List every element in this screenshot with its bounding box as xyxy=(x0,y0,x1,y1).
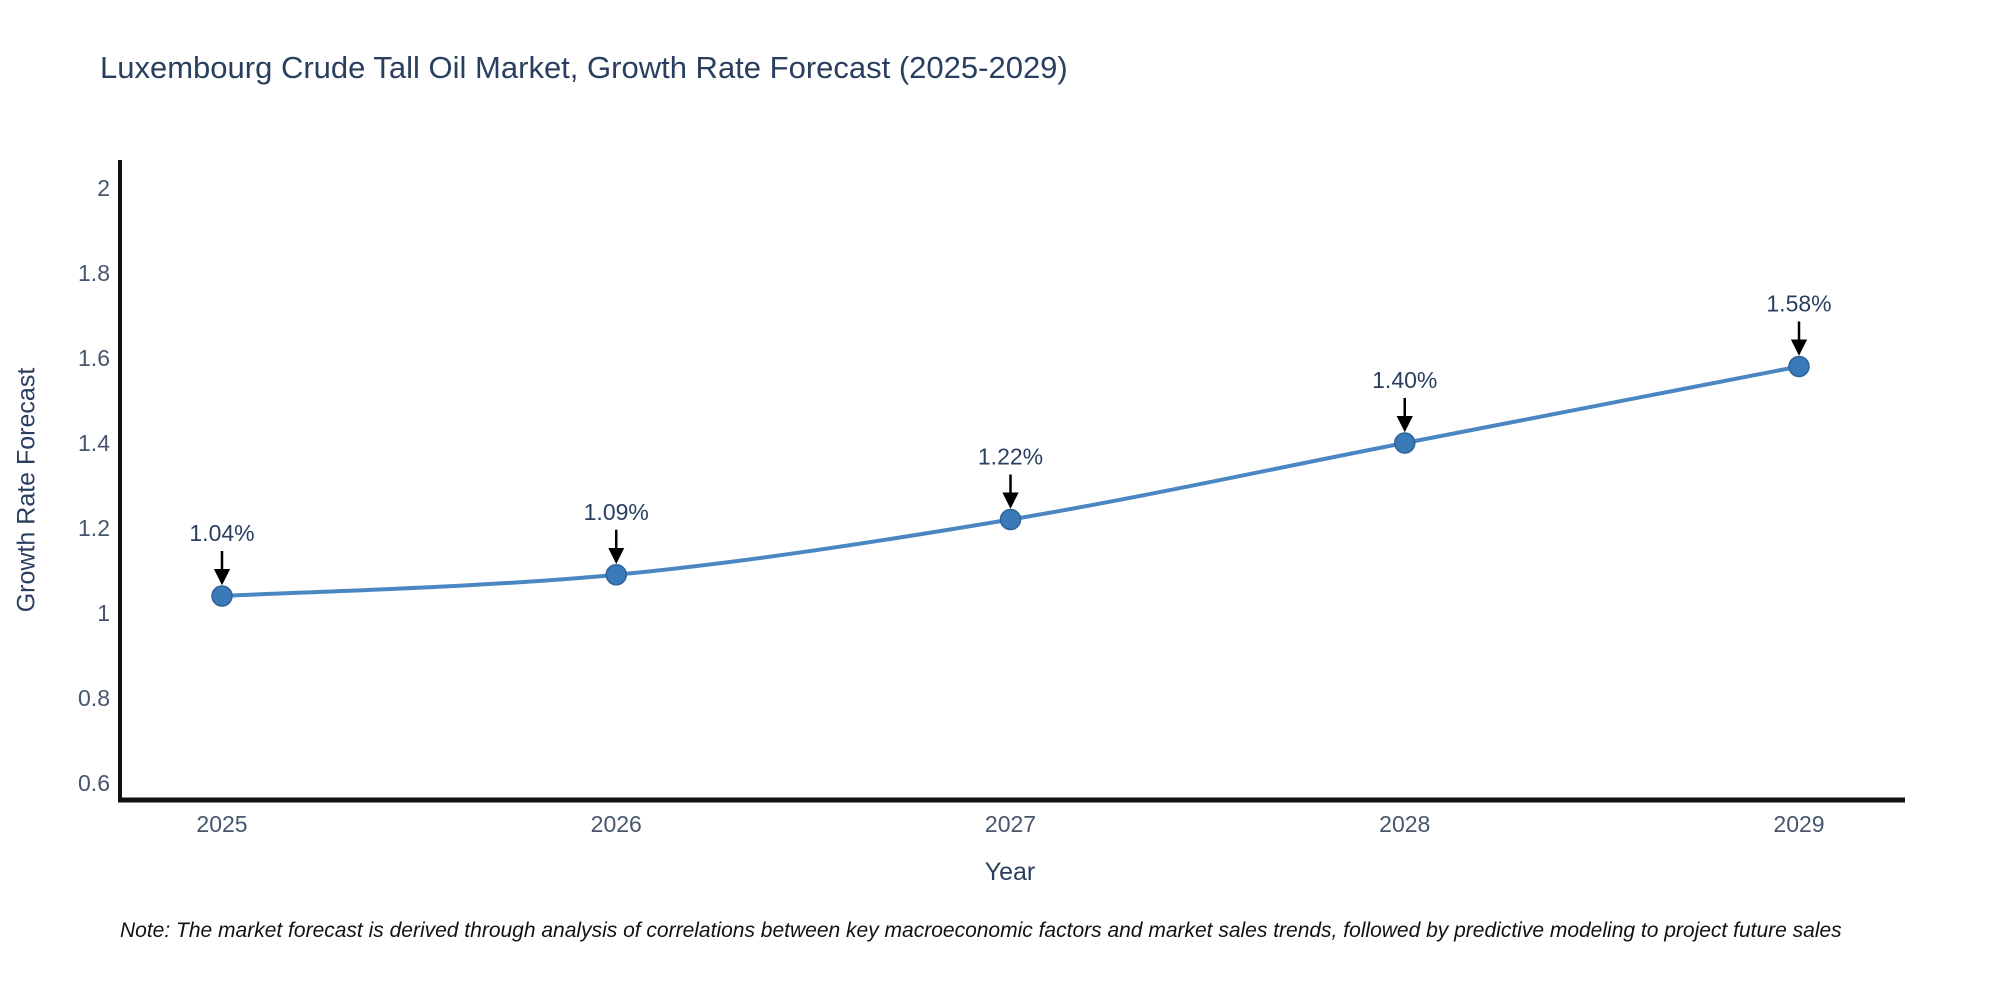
data-point-marker[interactable] xyxy=(999,508,1022,531)
data-point-label: 1.58% xyxy=(1766,291,1831,317)
x-tick-label: 2027 xyxy=(985,811,1036,837)
y-tick-label: 0.8 xyxy=(78,685,110,711)
footnote: Note: The market forecast is derived thr… xyxy=(120,919,1842,942)
data-point-label: 1.09% xyxy=(584,499,649,525)
x-tick-label: 2029 xyxy=(1773,811,1824,837)
data-point-marker[interactable] xyxy=(211,585,233,607)
x-axis-title: Year xyxy=(984,858,1036,886)
y-tick-label: 1.8 xyxy=(78,260,110,286)
data-point-label: 1.40% xyxy=(1372,367,1437,393)
data-point-marker[interactable] xyxy=(1394,432,1416,454)
data-point-label: 1.04% xyxy=(189,520,254,546)
x-tick-label: 2026 xyxy=(591,811,642,837)
line-series xyxy=(211,355,1810,607)
x-tick-label: 2028 xyxy=(1379,811,1430,837)
chart-title: Luxembourg Crude Tall Oil Market, Growth… xyxy=(100,50,1068,85)
x-tick-label: 2025 xyxy=(196,811,247,837)
data-point-marker[interactable] xyxy=(1788,355,1810,378)
data-point-marker[interactable] xyxy=(605,564,627,586)
data-point-label: 1.22% xyxy=(978,444,1043,470)
y-tick-label: 1.2 xyxy=(78,515,110,541)
y-tick-label: 1.6 xyxy=(78,345,110,371)
y-tick-label: 1 xyxy=(97,600,110,626)
annotations: 1.04% 1.09% 1.22% 1.40% 1.58% xyxy=(189,291,1832,586)
y-tick-label: 1.4 xyxy=(78,430,110,456)
y-tick-label: 2 xyxy=(97,175,110,201)
y-tick-label: 0.6 xyxy=(78,770,110,796)
axes: 0.6 0.8 1 1.2 1.4 1.6 1.8 2 2025 2026 2027 2028 2029 xyxy=(78,160,1905,837)
